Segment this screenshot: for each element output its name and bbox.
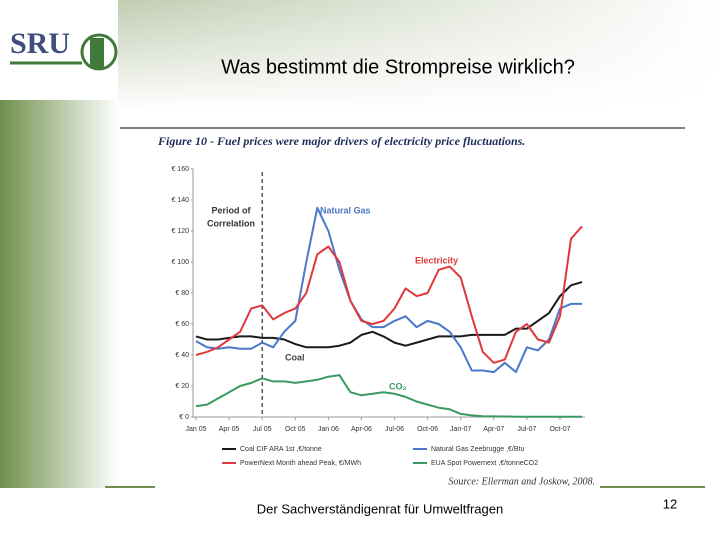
y-tick-label: € 40 — [175, 352, 189, 359]
annotation: Coal — [285, 352, 305, 362]
y-tick-label: € 20 — [175, 383, 189, 390]
x-tick-label: Jan-07 — [450, 426, 472, 433]
footer-text: Der Sachverständigenrat für Umweltfragen — [257, 501, 503, 516]
x-tick-label: Oct-07 — [549, 426, 570, 433]
series-line — [195, 281, 583, 349]
series-line — [195, 206, 582, 374]
annotation: Period of — [211, 205, 251, 215]
annotation: Natural Gas — [320, 205, 371, 215]
y-tick-label: € 140 — [171, 197, 189, 204]
legend-label: PowerNext Month ahead Peak, €/MWh — [240, 460, 361, 467]
slide-title: Was bestimmt die Strompreise wirklich? — [221, 56, 575, 78]
left-band — [0, 100, 118, 488]
series-line — [195, 374, 582, 418]
x-tick-label: Oct 05 — [285, 426, 306, 433]
x-tick-label: Jul-07 — [517, 426, 536, 433]
y-tick-label: € 100 — [171, 259, 189, 266]
annotation: Electricity — [415, 255, 458, 265]
figure-source: Source: Ellerman and Joskow, 2008. — [448, 476, 595, 487]
logo: SRU — [10, 27, 70, 60]
chart: € 0 € 20 € 40 € 60 € 80 € 100 € 120 € 140 € 160 J… — [171, 166, 585, 467]
x-tick-label: Jan 06 — [318, 426, 339, 433]
x-tick-label: Apr 05 — [219, 426, 240, 433]
page-number: 12 — [663, 496, 677, 511]
x-tick-label: Jul-06 — [385, 426, 404, 433]
y-tick-label: € 120 — [171, 228, 189, 235]
y-tick-label: € 160 — [171, 166, 189, 173]
y-tick-label: € 0 — [179, 414, 189, 421]
x-tick-label: Apr-06 — [351, 426, 372, 433]
legend-label: Coal CIF ARA 1st ,€/tonne — [240, 446, 322, 453]
x-tick-label: Jul 05 — [253, 426, 272, 433]
header-fade — [0, 0, 720, 110]
x-tick-label: Apr-07 — [483, 426, 504, 433]
logo-globe — [80, 33, 118, 71]
y-tick-label: € 60 — [175, 321, 189, 328]
logo-mark — [90, 38, 104, 68]
x-tick-label: Oct-06 — [417, 426, 438, 433]
legend-label: Natural Gas Zeebrugge ,€/Btu — [431, 446, 524, 453]
annotation: Correlation — [207, 218, 255, 228]
x-tick-label: Jan 05 — [185, 426, 206, 433]
series-line — [195, 225, 583, 364]
figure-title: Figure 10 - Fuel prices were major drive… — [157, 134, 525, 148]
y-tick-label: € 80 — [175, 290, 189, 297]
annotation: CO₂ — [389, 381, 407, 391]
legend-label: EUA Spot Powernext ,€/tonneCO2 — [431, 460, 538, 467]
